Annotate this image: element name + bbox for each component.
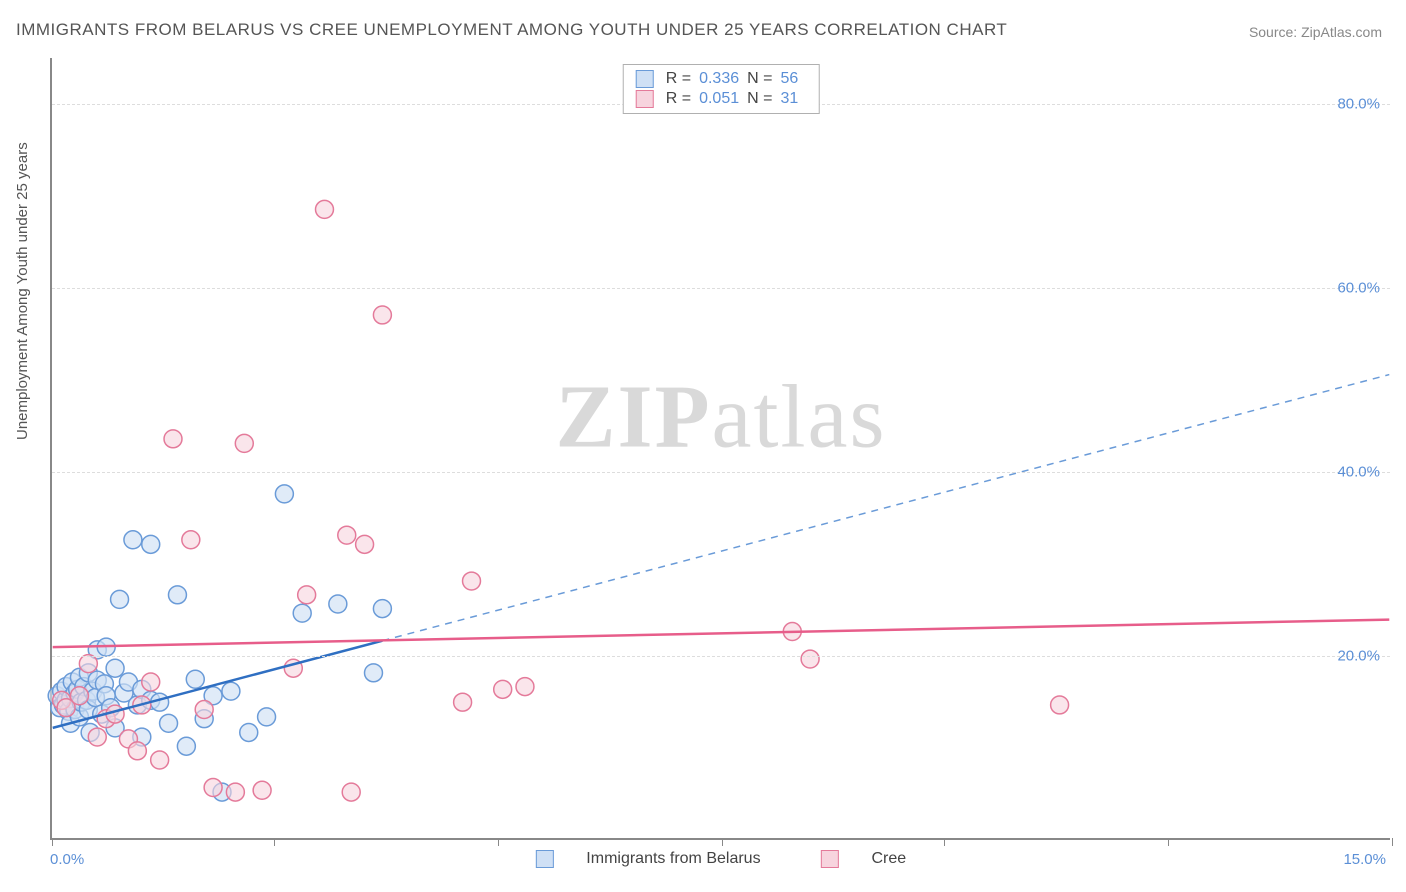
x-tick (944, 838, 945, 846)
y-tick-label: 20.0% (1337, 648, 1380, 665)
y-axis-label: Unemployment Among Youth under 25 years (14, 142, 31, 440)
r-value-a: 0.336 (699, 69, 747, 89)
data-point (128, 742, 146, 760)
x-min-label: 0.0% (50, 851, 84, 868)
y-tick-label: 60.0% (1337, 280, 1380, 297)
r-label: R = (666, 89, 699, 109)
gridline (52, 472, 1390, 473)
data-point (160, 714, 178, 732)
swatch-series-a (536, 850, 554, 868)
n-value-a: 56 (780, 69, 806, 89)
data-point (151, 751, 169, 769)
plot-svg (52, 58, 1390, 838)
x-tick (52, 838, 53, 846)
chart-title: IMMIGRANTS FROM BELARUS VS CREE UNEMPLOY… (16, 20, 1007, 40)
x-tick (1392, 838, 1393, 846)
legend-row-series-b: R = 0.051 N = 31 (636, 89, 807, 109)
legend-item-series-a: Immigrants from Belarus (522, 850, 779, 867)
data-point (142, 535, 160, 553)
data-point (258, 708, 276, 726)
gridline (52, 656, 1390, 657)
data-point (111, 590, 129, 608)
data-point (338, 526, 356, 544)
source-attribution: Source: ZipAtlas.com (1249, 24, 1382, 40)
data-point (253, 781, 271, 799)
n-label: N = (747, 89, 780, 109)
trend-line (382, 375, 1389, 641)
data-point (298, 586, 316, 604)
x-tick (1168, 838, 1169, 846)
data-point (79, 655, 97, 673)
y-tick-label: 40.0% (1337, 464, 1380, 481)
r-label: R = (666, 69, 699, 89)
data-point (293, 604, 311, 622)
trend-line (53, 620, 1390, 648)
swatch-series-b (821, 850, 839, 868)
data-point (226, 783, 244, 801)
data-point (164, 430, 182, 448)
data-point (463, 572, 481, 590)
data-point (329, 595, 347, 613)
data-point (454, 693, 472, 711)
data-point (177, 737, 195, 755)
r-value-b: 0.051 (699, 89, 747, 109)
data-point (365, 664, 383, 682)
data-point (1051, 696, 1069, 714)
data-point (204, 779, 222, 797)
data-point (168, 586, 186, 604)
legend-item-series-b: Cree (807, 850, 920, 867)
data-point (373, 306, 391, 324)
data-point (222, 682, 240, 700)
data-point (275, 485, 293, 503)
n-value-b: 31 (780, 89, 806, 109)
data-point (88, 728, 106, 746)
data-point (124, 531, 142, 549)
data-point (106, 659, 124, 677)
data-point (70, 687, 88, 705)
x-tick (274, 838, 275, 846)
scatter-plot: ZIPatlas R = 0.336 N = 56 R = 0.051 N = … (50, 58, 1390, 840)
x-tick (722, 838, 723, 846)
n-label: N = (747, 69, 780, 89)
swatch-series-b (636, 90, 654, 108)
series-a-name: Immigrants from Belarus (586, 850, 760, 867)
data-point (316, 200, 334, 218)
y-tick-label: 80.0% (1337, 96, 1380, 113)
gridline (52, 288, 1390, 289)
data-point (342, 783, 360, 801)
x-tick (498, 838, 499, 846)
series-legend: Immigrants from Belarus Cree (508, 850, 934, 868)
data-point (356, 535, 374, 553)
data-point (240, 723, 258, 741)
data-point (494, 680, 512, 698)
x-max-label: 15.0% (1343, 851, 1386, 868)
series-b-name: Cree (871, 850, 906, 867)
data-point (801, 650, 819, 668)
data-point (235, 434, 253, 452)
data-point (142, 673, 160, 691)
data-point (182, 531, 200, 549)
legend-row-series-a: R = 0.336 N = 56 (636, 69, 807, 89)
data-point (186, 670, 204, 688)
data-point (516, 678, 534, 696)
data-point (195, 701, 213, 719)
correlation-legend: R = 0.336 N = 56 R = 0.051 N = 31 (623, 64, 820, 114)
swatch-series-a (636, 70, 654, 88)
data-point (373, 600, 391, 618)
